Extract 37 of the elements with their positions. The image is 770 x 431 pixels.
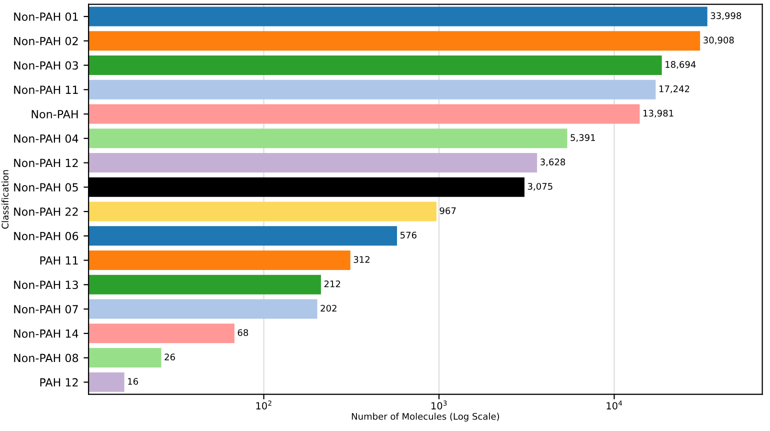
data-label: 17,242 <box>659 85 690 94</box>
x-tick-label: 10$^{2}$ <box>256 400 272 410</box>
y-tick-label: Non-PAH 08 <box>14 354 78 362</box>
y-tick-label: Non-PAH 12 <box>14 158 78 168</box>
y-tick-label: Non-PAH 11 <box>14 86 78 94</box>
y-tick-label: Non-PAH 13 <box>14 280 78 290</box>
x-tick-label: 10$^{4}$ <box>606 400 622 410</box>
y-tick-label: Non-PAH <box>32 110 78 118</box>
y-tick-label: Non-PAH 22 <box>14 208 78 216</box>
data-label: 212 <box>324 280 340 288</box>
data-label: 3,628 <box>540 158 566 166</box>
data-label: 576 <box>400 232 416 239</box>
data-label: 13,981 <box>643 110 674 118</box>
x-axis-title: Number of Molecules (Log Scale) <box>352 412 500 422</box>
y-tick-label: Non-PAH 05 <box>14 183 78 192</box>
data-label: 312 <box>354 256 370 263</box>
y-tick-label: Non-PAH 07 <box>14 305 78 314</box>
data-label: 3,075 <box>528 182 552 191</box>
y-tick-label: Non-PAH 03 <box>14 61 78 70</box>
data-label: 967 <box>440 207 456 214</box>
data-label: 202 <box>320 304 336 312</box>
data-label: 33,998 <box>710 12 742 20</box>
data-label: 5,391 <box>570 134 595 142</box>
y-tick-label: Non-PAH 06 <box>14 232 78 240</box>
data-label: 68 <box>238 329 248 336</box>
data-label: 18,694 <box>666 61 696 69</box>
x-tick-label: 10$^{3}$ <box>432 400 447 410</box>
y-tick-label: Non-PAH 14 <box>14 330 78 338</box>
data-label: 26 <box>164 354 175 360</box>
y-axis-title: Classification <box>2 170 9 229</box>
y-tick-label: Non-PAH 01 <box>14 12 78 21</box>
data-label: 16 <box>128 378 138 385</box>
y-tick-label: PAH 11 <box>40 256 78 265</box>
y-tick-label: PAH 12 <box>40 378 78 386</box>
y-tick-label: Non-PAH 02 <box>14 36 78 46</box>
y-tick-label: Non-PAH 04 <box>14 134 78 143</box>
data-label: 30,908 <box>704 36 734 44</box>
